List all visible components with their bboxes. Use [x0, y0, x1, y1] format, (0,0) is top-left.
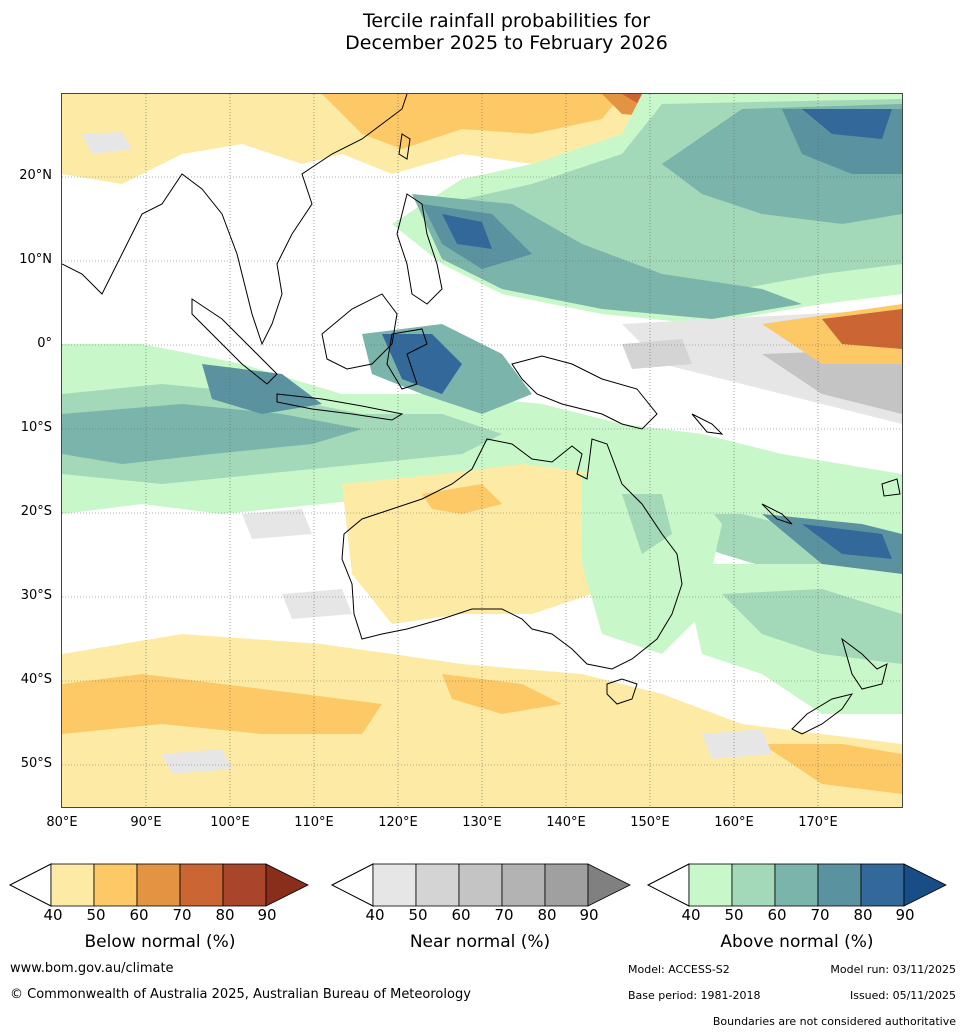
model-name: Model: ACCESS-S2: [628, 963, 730, 976]
asia-coastline: [62, 94, 408, 346]
title-line-2: December 2025 to February 2026: [345, 32, 668, 54]
forecast-map: [61, 93, 903, 808]
lon-label-140e: 140°E: [546, 815, 586, 830]
borneo-coastline: [321, 293, 398, 370]
lat-label-50s: 50°S: [20, 756, 52, 771]
near-swatch-40: [372, 863, 417, 907]
near-swatch-50: [415, 863, 460, 907]
near-swatch-60: [458, 863, 503, 907]
australia-coastline: [341, 438, 683, 670]
near-swatch-90: [587, 863, 631, 907]
below-swatch-90: [265, 863, 309, 907]
map-canvas: [62, 94, 902, 807]
above-swatch-40: [688, 863, 733, 907]
boundaries-disclaimer: Boundaries are not considered authoritat…: [712, 1015, 956, 1028]
new-guinea-coastline: [511, 355, 658, 430]
tasmania-coastline: [606, 678, 638, 705]
lon-label-90e: 90°E: [130, 815, 162, 830]
colorbar-below-title: Below normal (%): [84, 932, 236, 952]
colorbar-near-title: Near normal (%): [409, 932, 551, 952]
lon-label-120e: 120°E: [378, 815, 418, 830]
java-coastline: [276, 393, 404, 421]
title-line-1: Tercile rainfall probabilities for: [362, 10, 651, 32]
above-swatch-90: [903, 863, 947, 907]
issued-date: Issued: 05/11/2025: [849, 989, 956, 1002]
lon-label-170e: 170°E: [798, 815, 838, 830]
colorbar-above-normal: [646, 863, 947, 907]
below-swatch-60: [136, 863, 181, 907]
website-link[interactable]: www.bom.gov.au/climate: [10, 961, 174, 976]
model-run-date: Model run: 03/11/2025: [830, 963, 956, 976]
colorbar-below-normal: [8, 863, 309, 907]
lon-label-130e: 130°E: [462, 815, 502, 830]
below-swatch-70: [179, 863, 224, 907]
lat-label-10s: 10°S: [20, 420, 52, 435]
below-swatch-50: [93, 863, 138, 907]
lat-label-0: 0°: [37, 336, 52, 351]
above-swatch-60: [774, 863, 819, 907]
above-swatch-50: [731, 863, 776, 907]
lon-label-100e: 100°E: [210, 815, 250, 830]
lat-label-10n: 10°N: [19, 252, 52, 267]
philippines-coastline: [396, 193, 443, 305]
new-zealand-coastline: [791, 637, 888, 735]
lon-label-150e: 150°E: [630, 815, 670, 830]
sumatra-coastline: [191, 298, 278, 385]
lat-label-20s: 20°S: [20, 504, 52, 519]
lon-label-160e: 160°E: [714, 815, 754, 830]
colorbar-near-normal: [330, 863, 631, 907]
below-swatch-80: [222, 863, 267, 907]
lon-label-110e: 110°E: [294, 815, 334, 830]
sulawesi-coastline: [386, 328, 428, 390]
lat-label-30s: 30°S: [20, 588, 52, 603]
lat-label-20n: 20°N: [19, 168, 52, 183]
near-swatch-70: [501, 863, 546, 907]
lon-label-80e: 80°E: [46, 815, 78, 830]
below-swatch-40: [50, 863, 95, 907]
copyright-notice: © Commonwealth of Australia 2025, Austra…: [10, 987, 471, 1002]
base-period: Base period: 1981-2018: [628, 989, 761, 1002]
near-swatch-80: [544, 863, 589, 907]
lat-label-40s: 40°S: [20, 672, 52, 687]
above-swatch-80: [860, 863, 905, 907]
chart-title: Tercile rainfall probabilities for Decem…: [0, 10, 965, 54]
colorbar-above-title: Above normal (%): [720, 932, 874, 952]
above-swatch-70: [817, 863, 862, 907]
